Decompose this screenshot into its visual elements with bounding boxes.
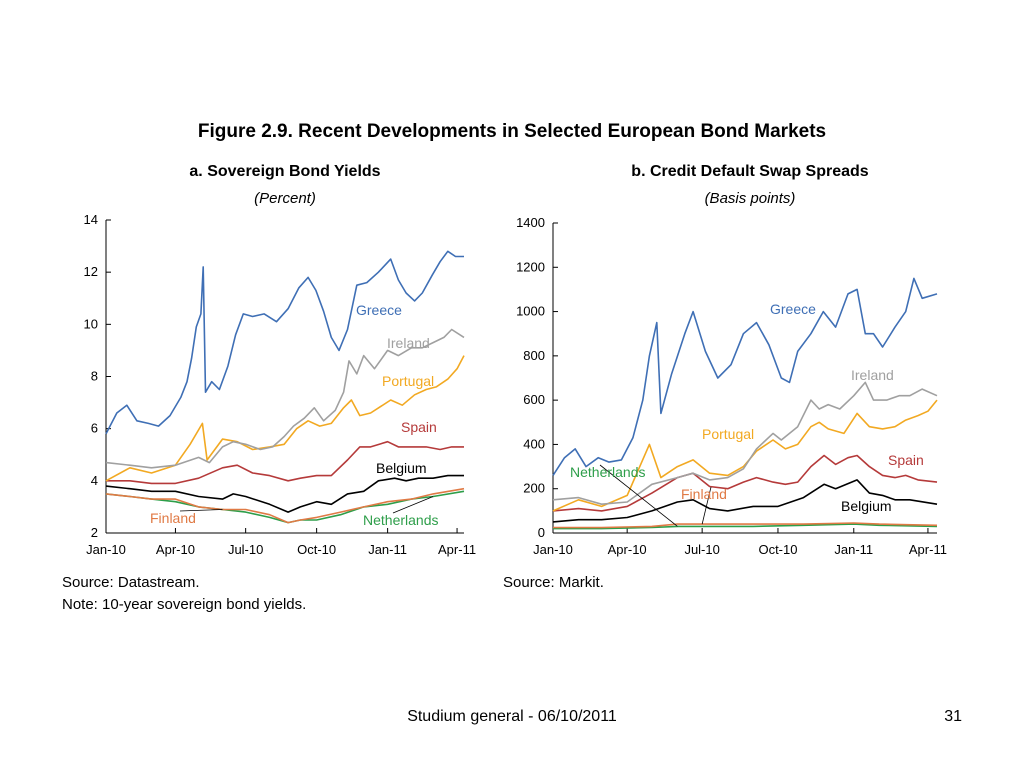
cds-label-finland: Finland xyxy=(681,486,727,502)
yields-x-tick-label: Jan-11 xyxy=(368,542,407,557)
cds-line-finland xyxy=(553,522,938,529)
cds-y-tick-label: 0 xyxy=(538,525,545,540)
yields-line-belgium xyxy=(105,474,464,513)
yields-label-finland: Finland xyxy=(150,510,196,526)
panel-a-title: a. Sovereign Bond Yields xyxy=(189,163,381,180)
cds-y-tick-label: 200 xyxy=(523,481,545,496)
cds-y-tick-label: 400 xyxy=(523,436,545,451)
panel-a-note: Note: 10-year sovereign bond yields. xyxy=(62,596,307,613)
footer-text: Studium general - 06/10/2011 xyxy=(407,708,617,725)
yields-label-belgium: Belgium xyxy=(376,460,427,476)
panel-a-source: Source: Datastream. xyxy=(62,574,200,591)
yields-line-finland xyxy=(105,487,465,524)
yields-y-tick-label: 4 xyxy=(91,473,98,488)
cds-leader-finland xyxy=(701,486,712,525)
cds-spreads-chart: 0 200 400 600 800 1000 1200 1400 Jan-10 Apr-10 Jul… xyxy=(516,215,947,557)
yields-label-spain: Spain xyxy=(401,419,437,435)
yields-line-spain xyxy=(106,440,464,485)
yields-label-ireland: Ireland xyxy=(387,335,430,351)
yields-y-tick-label: 2 xyxy=(91,525,98,540)
cds-line-greece xyxy=(552,277,938,476)
cds-x-tick-label: Apr-10 xyxy=(608,542,647,557)
yields-line-ireland xyxy=(105,328,465,469)
cds-line-netherlands xyxy=(553,523,938,530)
cds-label-belgium: Belgium xyxy=(841,498,892,514)
page-number: 31 xyxy=(944,708,962,725)
panel-a-subtitle: (Percent) xyxy=(254,190,316,207)
yields-label-portugal: Portugal xyxy=(382,373,434,389)
cds-y-tick-label: 1000 xyxy=(516,304,545,319)
cds-y-tick-label: 1400 xyxy=(516,215,545,230)
cds-x-tick-label: Jan-11 xyxy=(834,542,873,557)
yields-label-netherlands: Netherlands xyxy=(363,512,439,528)
yields-y-tick-label: 12 xyxy=(84,264,98,279)
yields-leader-netherlands xyxy=(392,496,434,514)
yields-y-tick-label: 10 xyxy=(84,316,98,331)
cds-x-tick-label: Jan-10 xyxy=(533,542,573,557)
cds-leader-netherlands xyxy=(599,464,678,527)
yields-x-tick-label: Oct-10 xyxy=(297,542,336,557)
yields-line-greece xyxy=(105,250,464,435)
cds-label-ireland: Ireland xyxy=(851,367,894,383)
yields-x-tick-label: Jan-10 xyxy=(86,542,126,557)
panel-b-title: b. Credit Default Swap Spreads xyxy=(631,163,869,180)
yields-label-greece: Greece xyxy=(356,302,402,318)
cds-line-belgium xyxy=(552,479,938,523)
yields-x-tick-label: Apr-10 xyxy=(156,542,195,557)
cds-line-portugal xyxy=(552,399,938,512)
yields-x-tick-label: Jul-10 xyxy=(228,542,263,557)
cds-label-greece: Greece xyxy=(770,301,816,317)
yields-x-tick-label: Apr-11 xyxy=(438,542,476,557)
yields-line-portugal xyxy=(105,355,465,482)
cds-x-tick-label: Jul-10 xyxy=(684,542,719,557)
figure-title: Figure 2.9. Recent Developments in Selec… xyxy=(197,121,827,142)
cds-line-ireland xyxy=(552,381,938,506)
yields-y-tick-label: 8 xyxy=(91,369,98,384)
panel-b-subtitle: (Basis points) xyxy=(704,190,796,207)
cds-label-portugal: Portugal xyxy=(702,426,754,442)
cds-label-netherlands: Netherlands xyxy=(570,464,646,480)
cds-label-spain: Spain xyxy=(888,452,924,468)
cds-y-tick-label: 600 xyxy=(523,392,545,407)
cds-y-tick-label: 800 xyxy=(523,348,545,363)
yields-leader-finland xyxy=(179,509,223,512)
yields-y-tick-label: 14 xyxy=(84,212,98,227)
cds-y-tick-label: 1200 xyxy=(516,259,545,274)
cds-x-tick-label: Oct-10 xyxy=(758,542,797,557)
cds-x-tick-label: Apr-11 xyxy=(909,542,947,557)
sovereign-yields-chart: 2 4 6 8 10 12 14 Jan-10 Apr-10 Jul-10 Oct-10 Jan-11… xyxy=(84,212,477,557)
cds-line-spain xyxy=(552,454,938,512)
panel-b-source: Source: Markit. xyxy=(503,574,604,591)
yields-y-tick-label: 6 xyxy=(91,421,98,436)
